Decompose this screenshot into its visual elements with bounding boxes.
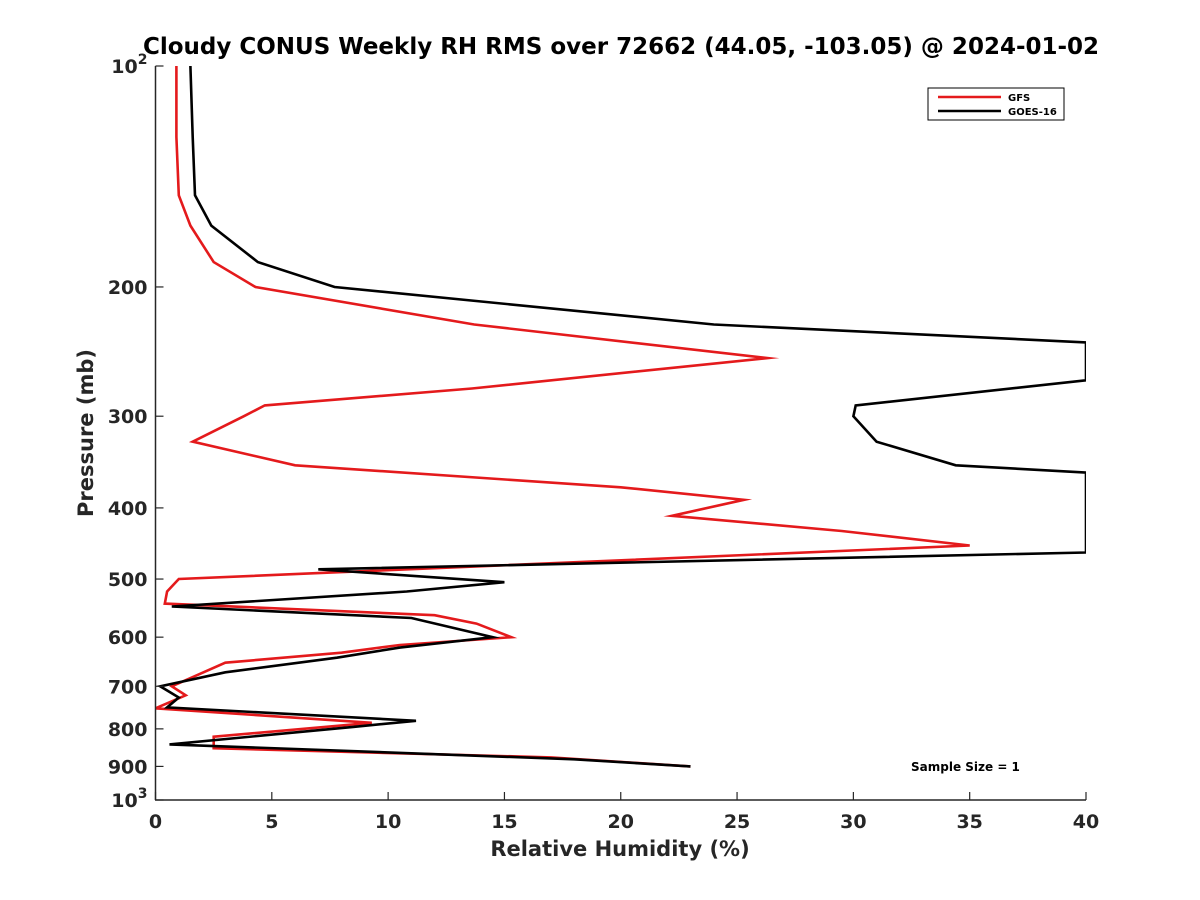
x-tick-label: 25 xyxy=(724,811,750,833)
y-tick-label: 400 xyxy=(108,498,148,520)
y-tick-label: 900 xyxy=(108,756,148,778)
y-tick-label: 200 xyxy=(108,277,148,299)
x-axis-ticks: 0 5 10 15 20 25 30 35 40 xyxy=(149,792,1099,833)
x-tick-label: 15 xyxy=(491,811,517,833)
x-axis-title: Relative Humidity (%) xyxy=(490,837,749,861)
x-tick-label: 10 xyxy=(375,811,401,833)
legend-label-gfs: GFS xyxy=(1008,93,1030,104)
x-tick-label: 5 xyxy=(265,811,278,833)
y-axis-title: Pressure (mb) xyxy=(74,349,98,517)
y-tick-label: 500 xyxy=(108,569,148,591)
y-axis-ticks: 102 200 300 400 500 600 700 800 900 103 xyxy=(108,52,164,812)
legend: GFS GOES-16 xyxy=(927,87,1065,121)
series-layer xyxy=(155,66,1086,768)
y-tick-label: 103 xyxy=(111,786,147,812)
y-tick-label: 800 xyxy=(108,719,148,741)
y-tick-label: 102 xyxy=(111,52,147,78)
y-tick-label: 300 xyxy=(108,406,148,428)
y-tick-label: 700 xyxy=(108,676,148,698)
x-tick-label: 40 xyxy=(1073,811,1099,833)
chart-title: Cloudy CONUS Weekly RH RMS over 72662 (4… xyxy=(143,34,1099,60)
legend-label-goes16: GOES-16 xyxy=(1008,107,1057,118)
series-line-goes16 xyxy=(156,66,1086,768)
x-tick-label: 35 xyxy=(956,811,982,833)
x-tick-label: 0 xyxy=(149,811,162,833)
sample-size-annotation: Sample Size = 1 xyxy=(911,760,1020,774)
x-tick-label: 30 xyxy=(840,811,866,833)
x-tick-label: 20 xyxy=(608,811,634,833)
legend-box xyxy=(927,87,1065,121)
y-tick-label: 600 xyxy=(108,627,148,649)
